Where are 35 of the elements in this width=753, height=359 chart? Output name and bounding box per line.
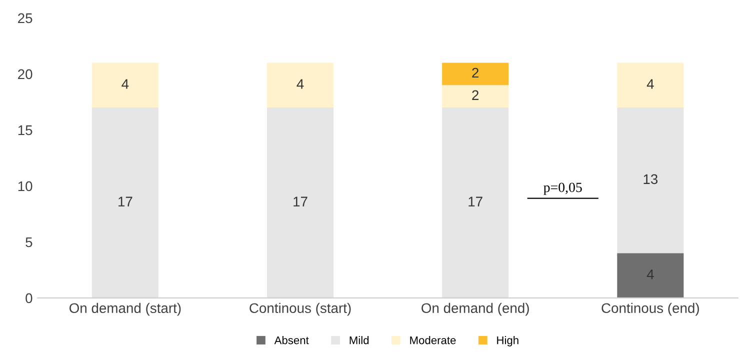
data-label: 4 [296, 79, 304, 89]
y-tick-label: 20 [18, 69, 32, 80]
legend-label: Absent [274, 336, 309, 344]
data-label: 4 [646, 79, 654, 89]
data-label: 17 [294, 196, 308, 206]
bar [442, 108, 509, 298]
bar [266, 108, 334, 298]
x-tick-label: Continous (end) [602, 302, 699, 316]
data-label: 2 [472, 90, 478, 100]
x-tick-label: On demand (end) [422, 302, 529, 316]
legend-label: Moderate [410, 336, 456, 344]
bar [442, 62, 509, 86]
legend-label: Mild [350, 336, 369, 344]
x-tick-label: On demand (start) [70, 302, 181, 316]
data-label: 4 [646, 270, 654, 280]
y-tick-label: 15 [18, 125, 32, 136]
bar [442, 85, 509, 108]
data-label: 2 [472, 68, 478, 78]
y-tick-label: 10 [18, 181, 32, 192]
x-tick-label: Continous (start) [250, 302, 351, 316]
data-label: 13 [644, 174, 658, 184]
data-label: 17 [468, 196, 482, 206]
bar [617, 62, 684, 108]
annotation: p=0,05 [544, 182, 582, 195]
y-tick-label: 25 [18, 13, 32, 24]
bar [266, 62, 334, 108]
y-tick-label: 0 [26, 293, 32, 304]
y-tick-label: 5 [26, 237, 32, 248]
data-label: 17 [118, 196, 132, 206]
bar [617, 253, 684, 298]
legend-label: High [497, 336, 518, 346]
bar [92, 62, 158, 108]
data-label: 4 [122, 79, 129, 89]
bar [617, 108, 684, 254]
bar [92, 108, 158, 298]
